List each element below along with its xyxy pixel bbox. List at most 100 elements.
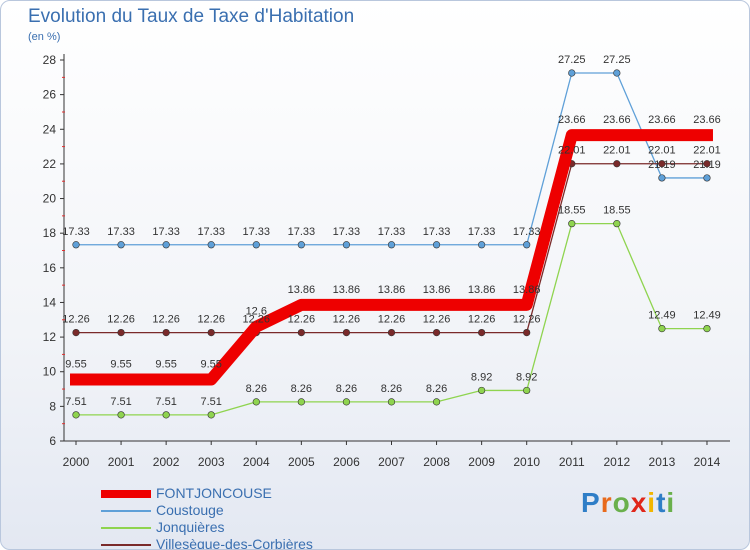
legend-swatch-villeseque xyxy=(101,544,151,546)
data-label-fontjoncouse: 13.86 xyxy=(378,284,406,296)
data-label-jonqui-res: 8.92 xyxy=(471,371,492,383)
y-tick-label: 8 xyxy=(49,399,56,413)
data-point-coustouge xyxy=(703,174,711,182)
data-label-jonqui-res: 7.51 xyxy=(155,396,176,408)
data-label-coustouge: 17.33 xyxy=(333,226,361,238)
data-point-villes-que-des-corbi-res xyxy=(342,328,351,337)
logo-letter: t xyxy=(656,487,667,518)
data-point-coustouge xyxy=(613,69,621,77)
data-label-coustouge: 17.33 xyxy=(107,226,135,238)
data-point-villes-que-des-corbi-res xyxy=(703,160,711,168)
data-label-jonqui-res: 8.26 xyxy=(426,383,447,395)
y-tick-label: 28 xyxy=(43,53,57,67)
x-tick-label: 2012 xyxy=(603,455,630,469)
data-label-jonqui-res: 18.55 xyxy=(603,205,631,217)
data-label-jonqui-res: 18.55 xyxy=(558,205,586,217)
data-label-fontjoncouse: 23.66 xyxy=(648,114,676,126)
logo-letter: i xyxy=(666,487,676,518)
data-label-coustouge: 17.33 xyxy=(288,226,316,238)
legend-swatch-coustouge xyxy=(101,510,151,512)
data-point-jonqui-res xyxy=(117,411,125,419)
series-line-coustouge xyxy=(75,72,708,246)
data-label-fontjoncouse: 23.66 xyxy=(558,114,586,126)
data-label-fontjoncouse: 12.6 xyxy=(246,306,267,318)
data-point-villes-que-des-corbi-res xyxy=(432,328,441,337)
legend-label-fontjoncouse: FONTJONCOUSE xyxy=(156,485,272,501)
data-point-jonqui-res xyxy=(387,398,396,406)
data-label-jonqui-res: 8.26 xyxy=(291,383,312,395)
data-point-coustouge xyxy=(342,241,351,249)
data-point-villes-que-des-corbi-res xyxy=(387,328,396,337)
data-label-jonqui-res: 7.51 xyxy=(200,396,221,408)
data-point-villes-que-des-corbi-res xyxy=(613,160,621,168)
data-point-coustouge xyxy=(207,241,215,249)
x-tick-label: 2014 xyxy=(694,455,721,469)
data-label-fontjoncouse: 13.86 xyxy=(513,284,541,296)
data-label-coustouge: 27.25 xyxy=(558,54,586,66)
data-point-jonqui-res xyxy=(703,325,711,333)
x-tick-label: 2007 xyxy=(378,455,405,469)
data-label-coustouge: 17.33 xyxy=(513,226,541,238)
data-label-coustouge: 21.19 xyxy=(693,159,721,171)
y-tick-label: 12 xyxy=(43,330,57,344)
data-label-villes-que-des-corbi-res: 12.26 xyxy=(152,314,180,326)
data-label-coustouge: 17.33 xyxy=(423,226,451,238)
y-tick-label: 18 xyxy=(43,226,57,240)
x-tick-label: 2000 xyxy=(63,455,90,469)
data-label-villes-que-des-corbi-res: 12.26 xyxy=(62,314,90,326)
data-label-jonqui-res: 12.49 xyxy=(693,310,721,322)
x-tick-label: 2013 xyxy=(649,455,676,469)
proxiti-logo: Proxiti xyxy=(581,487,675,519)
data-point-jonqui-res xyxy=(162,411,170,419)
x-tick-label: 2008 xyxy=(423,455,450,469)
legend-swatch-jonquieres xyxy=(101,527,151,529)
x-tick-label: 2010 xyxy=(513,455,540,469)
data-label-coustouge: 27.25 xyxy=(603,54,631,66)
y-tick-label: 26 xyxy=(43,88,57,102)
data-label-coustouge: 17.33 xyxy=(243,226,271,238)
data-label-coustouge: 17.33 xyxy=(197,226,225,238)
y-tick-label: 14 xyxy=(43,295,57,309)
data-point-villes-que-des-corbi-res xyxy=(162,328,170,337)
data-label-coustouge: 17.33 xyxy=(468,226,496,238)
data-point-coustouge xyxy=(162,241,170,249)
data-point-villes-que-des-corbi-res xyxy=(297,328,305,337)
chart-title: Evolution du Taux de Taxe d'Habitation xyxy=(28,6,355,27)
data-label-villes-que-des-corbi-res: 12.26 xyxy=(243,314,271,326)
data-point-coustouge xyxy=(478,241,486,249)
data-label-villes-que-des-corbi-res: 12.26 xyxy=(423,314,451,326)
legend-swatch-fontjoncouse xyxy=(101,490,151,498)
data-label-fontjoncouse: 13.86 xyxy=(468,284,496,296)
x-tick-label: 2004 xyxy=(243,455,270,469)
data-point-jonqui-res xyxy=(568,220,576,228)
data-point-coustouge xyxy=(117,241,125,249)
data-point-coustouge xyxy=(252,241,260,249)
data-point-coustouge xyxy=(72,241,80,249)
data-label-villes-que-des-corbi-res: 12.26 xyxy=(513,314,541,326)
data-label-jonqui-res: 7.51 xyxy=(110,396,131,408)
y-tick-label: 6 xyxy=(49,434,56,448)
data-label-villes-que-des-corbi-res: 12.26 xyxy=(288,314,316,326)
x-tick-label: 2005 xyxy=(288,455,315,469)
y-axis-unit-label: (en %) xyxy=(28,31,61,43)
data-label-villes-que-des-corbi-res: 22.01 xyxy=(558,145,586,157)
data-label-coustouge: 17.33 xyxy=(378,226,406,238)
logo-letter: r xyxy=(600,487,613,518)
data-point-villes-que-des-corbi-res xyxy=(72,328,80,337)
x-tick-label: 2003 xyxy=(198,455,225,469)
series-line-fontjoncouse xyxy=(70,129,713,386)
data-point-jonqui-res xyxy=(297,398,305,406)
data-point-jonqui-res xyxy=(72,411,80,419)
data-point-villes-que-des-corbi-res xyxy=(207,328,215,337)
data-label-villes-que-des-corbi-res: 12.26 xyxy=(378,314,406,326)
data-label-jonqui-res: 8.92 xyxy=(516,371,537,383)
data-label-fontjoncouse: 9.55 xyxy=(65,359,86,371)
data-label-villes-que-des-corbi-res: 12.26 xyxy=(468,314,496,326)
data-label-fontjoncouse: 23.66 xyxy=(693,114,721,126)
data-label-coustouge: 17.33 xyxy=(152,226,180,238)
y-tick-label: 22 xyxy=(43,157,57,171)
data-label-villes-que-des-corbi-res: 22.01 xyxy=(603,145,631,157)
data-label-villes-que-des-corbi-res: 22.01 xyxy=(693,145,721,157)
data-point-coustouge xyxy=(297,241,305,249)
data-label-villes-que-des-corbi-res: 12.26 xyxy=(333,314,361,326)
